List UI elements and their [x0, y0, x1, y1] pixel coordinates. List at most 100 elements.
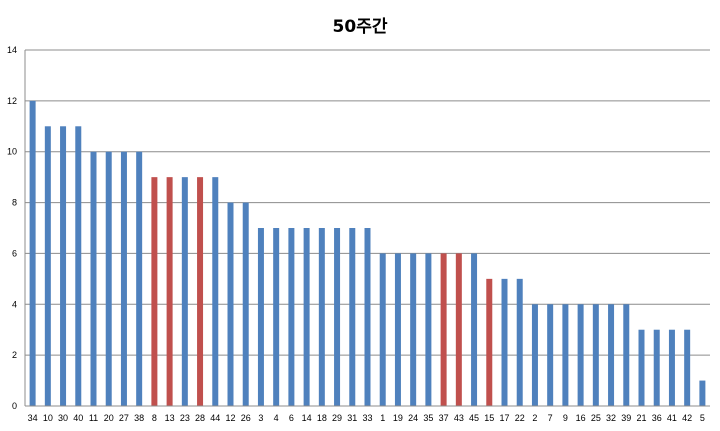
bar-7 — [547, 304, 554, 406]
bar-24 — [410, 253, 417, 406]
bar-41 — [668, 329, 675, 406]
bar-6 — [288, 228, 295, 406]
bar-13 — [166, 177, 173, 406]
bar-9 — [562, 304, 569, 406]
bar-22 — [516, 278, 523, 406]
x-tick-label: 14 — [302, 413, 312, 423]
x-tick-label: 37 — [439, 413, 449, 423]
y-tick-label: 6 — [12, 248, 17, 258]
x-tick-label: 8 — [152, 413, 157, 423]
x-tick-label: 19 — [393, 413, 403, 423]
x-tick-label: 15 — [484, 413, 494, 423]
x-tick-label: 9 — [563, 413, 568, 423]
x-tick-label: 30 — [58, 413, 68, 423]
bar-12 — [227, 202, 234, 406]
bar-28 — [197, 177, 204, 406]
bar-18 — [318, 228, 325, 406]
bar-36 — [653, 329, 660, 406]
x-tick-label: 42 — [682, 413, 692, 423]
bar-16 — [577, 304, 584, 406]
y-tick-label: 8 — [12, 198, 17, 208]
bar-34 — [29, 100, 36, 406]
x-tick-label: 6 — [289, 413, 294, 423]
x-tick-label: 43 — [454, 413, 464, 423]
bar-35 — [425, 253, 432, 406]
x-tick-label: 11 — [89, 413, 98, 423]
bar-29 — [334, 228, 341, 406]
bar-14 — [303, 228, 310, 406]
x-tick-label: 41 — [667, 413, 677, 423]
x-tick-label: 2 — [532, 413, 537, 423]
x-tick-label: 28 — [195, 413, 205, 423]
x-tick-label: 38 — [134, 413, 144, 423]
bar-32 — [608, 304, 615, 406]
bar-23 — [181, 177, 188, 406]
x-tick-label: 12 — [225, 413, 235, 423]
bar-33 — [364, 228, 371, 406]
x-tick-label: 16 — [576, 413, 586, 423]
x-tick-label: 33 — [362, 413, 372, 423]
bar-38 — [136, 151, 143, 406]
x-tick-label: 34 — [28, 413, 38, 423]
x-tick-label: 25 — [591, 413, 601, 423]
bar-30 — [60, 126, 67, 407]
x-tick-label: 13 — [165, 413, 175, 423]
x-tick-label: 29 — [332, 413, 342, 423]
x-tick-label: 26 — [241, 413, 251, 423]
x-tick-label: 7 — [548, 413, 553, 423]
x-tick-label: 32 — [606, 413, 616, 423]
bar-21 — [638, 329, 645, 406]
x-tick-label: 1 — [380, 413, 385, 423]
bar-45 — [471, 253, 478, 406]
bar-1 — [379, 253, 386, 406]
bar-40 — [75, 126, 82, 407]
x-tick-label: 24 — [408, 413, 418, 423]
bar-31 — [349, 228, 356, 406]
x-tick-label: 40 — [73, 413, 83, 423]
y-axis-ticks: 0 2 4 6 8 10 12 14 — [7, 45, 17, 411]
bar-5 — [699, 380, 706, 406]
x-tick-label: 3 — [258, 413, 263, 423]
x-tick-label: 10 — [43, 413, 53, 423]
y-tick-label: 10 — [7, 147, 17, 157]
y-tick-label: 14 — [7, 45, 17, 55]
x-tick-label: 5 — [700, 413, 705, 423]
x-tick-label: 44 — [210, 413, 220, 423]
chart-title: 50주간 — [333, 17, 388, 37]
x-tick-label: 4 — [274, 413, 279, 423]
x-tick-label: 31 — [347, 413, 357, 423]
bar-27 — [120, 151, 127, 406]
y-tick-label: 4 — [12, 299, 17, 309]
bar-4 — [273, 228, 280, 406]
bar-25 — [592, 304, 599, 406]
bar-15 — [486, 278, 493, 406]
bar-3 — [257, 228, 264, 406]
bars — [29, 100, 706, 407]
bar-43 — [455, 253, 462, 406]
x-tick-label: 17 — [499, 413, 509, 423]
bar-37 — [440, 253, 447, 406]
x-tick-label: 23 — [180, 413, 190, 423]
y-tick-label: 0 — [12, 401, 17, 411]
x-tick-label: 18 — [317, 413, 327, 423]
x-tick-label: 27 — [119, 413, 129, 423]
bar-10 — [44, 126, 51, 407]
bar-44 — [212, 177, 219, 406]
x-tick-label: 21 — [636, 413, 646, 423]
bar-11 — [90, 151, 97, 406]
bar-8 — [151, 177, 158, 406]
bar-42 — [684, 329, 691, 406]
y-tick-label: 12 — [7, 96, 17, 106]
x-tick-label: 20 — [104, 413, 114, 423]
y-tick-label: 2 — [12, 350, 17, 360]
x-axis-ticks: 34 10 30 40 11 20 27 38 8 13 23 28 44 12 26 3 4 6 14 18 29 31… — [28, 413, 705, 423]
x-tick-label: 45 — [469, 413, 479, 423]
bar-39 — [623, 304, 630, 406]
bar-19 — [394, 253, 401, 406]
bar-26 — [242, 202, 249, 406]
x-tick-label: 39 — [621, 413, 631, 423]
x-tick-label: 36 — [652, 413, 662, 423]
x-tick-label: 35 — [423, 413, 433, 423]
x-tick-label: 22 — [515, 413, 525, 423]
